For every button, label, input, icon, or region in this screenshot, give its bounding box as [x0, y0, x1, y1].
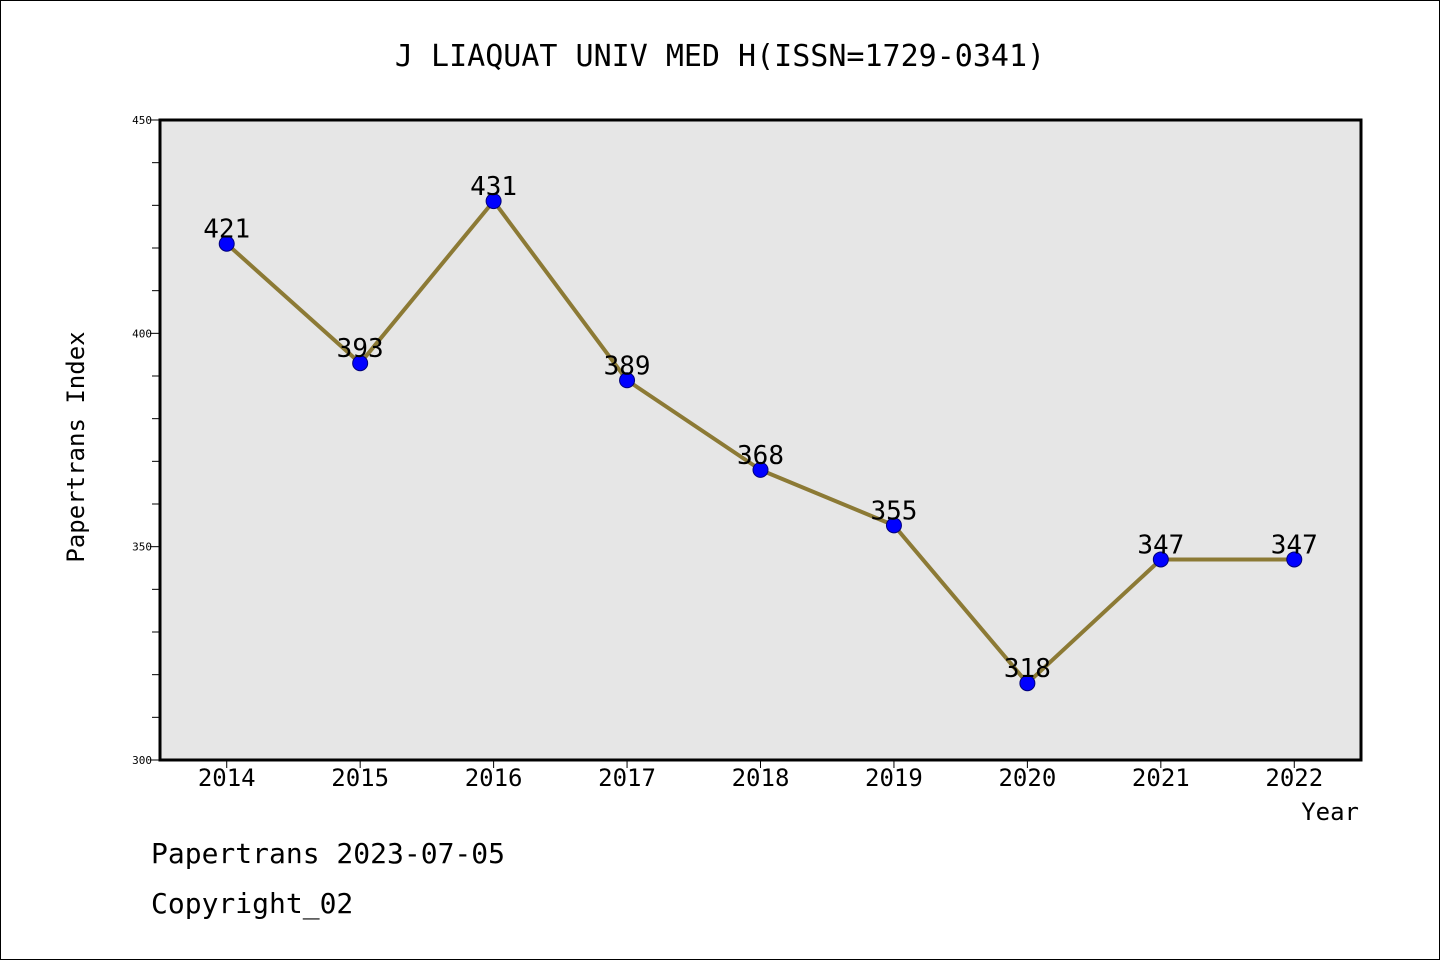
data-point	[1019, 675, 1036, 692]
x-axis-label: Year	[1301, 798, 1359, 826]
data-point	[352, 355, 369, 372]
data-point	[885, 517, 902, 534]
x-tick-label: 2019	[865, 764, 923, 792]
x-tick-label: 2014	[198, 764, 256, 792]
data-label: 393	[337, 334, 384, 364]
data-point	[619, 372, 636, 389]
footer-date: Papertrans 2023-07-05	[151, 837, 506, 870]
data-point	[1152, 551, 1169, 568]
footer-copyright: Copyright_02	[151, 887, 354, 920]
series-papertrans-index: 421 393 431 389 368 355 318 347 347	[203, 172, 1318, 692]
data-label: 318	[1004, 654, 1051, 684]
data-point	[752, 461, 769, 478]
data-label: 431	[470, 172, 517, 202]
x-tick-label: 2021	[1132, 764, 1190, 792]
x-tick-label: 2016	[465, 764, 523, 792]
x-tick-label: 2020	[998, 764, 1056, 792]
data-point	[218, 235, 235, 252]
y-tick-label: 350	[132, 541, 152, 554]
data-label: 347	[1137, 530, 1184, 560]
x-tick-label: 2022	[1265, 764, 1323, 792]
x-tick-label: 2015	[331, 764, 389, 792]
x-tick-label: 2018	[732, 764, 790, 792]
y-tick-label: 450	[132, 114, 152, 127]
data-label: 368	[737, 441, 784, 471]
data-point	[485, 193, 502, 210]
y-axis: 300 350 400 450	[132, 114, 160, 767]
y-axis-label: Papertrans Index	[62, 331, 90, 562]
y-tick-label: 300	[132, 754, 152, 767]
chart-title: J LIAQUAT UNIV MED H(ISSN=1729-0341)	[395, 39, 1045, 74]
data-label: 389	[604, 351, 651, 381]
y-tick-label: 400	[132, 327, 152, 340]
data-label: 355	[870, 496, 917, 526]
data-point	[1286, 551, 1303, 568]
data-label: 421	[203, 215, 250, 245]
x-axis: 2014 2015 2016 2017 2018 2019 2020 2021 2022	[198, 760, 1323, 792]
plot-area	[158, 118, 1363, 762]
x-tick-label: 2017	[598, 764, 656, 792]
data-label: 347	[1271, 530, 1318, 560]
